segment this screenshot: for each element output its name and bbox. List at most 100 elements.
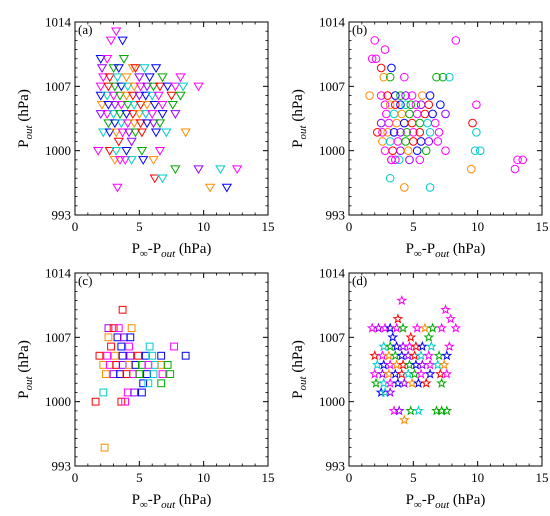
data-point [95,110,106,119]
data-point [131,361,140,369]
data-point [144,379,153,388]
x-axis-title: P∞-Pout (hPa) [132,241,212,260]
data-point [389,109,399,119]
y-tick-label: 993 [326,459,346,474]
data-point [104,333,113,342]
data-point [424,359,436,370]
data-point [425,340,437,352]
panel-1: 0 5 10 15 993 1000 1007 1014 P∞-Pout (hPa) Pout (… [16,15,275,261]
x-tick-label: 5 [410,219,417,234]
data-point [121,73,132,83]
y-tick-label: 1000 [45,394,71,409]
data-point [425,183,435,192]
data-point [145,342,154,351]
plot-frame [348,272,543,467]
data-point [466,164,476,174]
data-point [138,388,146,397]
data-point [158,370,167,378]
data-point [101,55,113,64]
data-point [434,127,444,137]
y-tick-label: 1007 [319,79,346,94]
data-point [416,100,426,110]
data-point [407,118,417,128]
data-point [129,119,140,129]
x-tick-label: 0 [72,470,79,485]
data-point [113,333,122,342]
data-point [409,137,418,146]
data-point [170,110,181,119]
data-point [154,82,166,92]
scatter-markers [92,27,243,193]
data-point [371,54,381,64]
data-point [380,100,390,110]
y-tick-label: 1014 [319,266,346,281]
data-point [154,146,166,156]
data-point [121,110,132,119]
data-point [105,36,117,46]
data-point [149,100,160,110]
data-point [193,82,204,92]
data-point [118,361,127,369]
data-point [163,361,172,369]
y-tick-label: 1007 [45,330,72,345]
data-point [141,100,153,110]
data-point [127,91,139,101]
data-point [135,100,146,110]
data-point [401,100,410,110]
x-tick-label: 5 [136,219,143,234]
data-point [109,119,121,129]
data-point [125,342,133,351]
panel-4: 0 5 10 15 993 1000 1007 1014 P∞-Pout (hPa) Pout (… [290,266,549,512]
data-point [412,146,422,155]
data-point [148,82,159,92]
data-point [385,137,395,146]
panel-3: 0 5 10 15 993 1000 1007 1014 P∞-Pout (hPa) Pout (… [16,266,275,512]
data-point [423,350,435,361]
y-axis-title: Pout (hPa) [290,340,309,399]
panel-label: (a) [78,22,92,37]
data-point [424,100,434,110]
data-point [177,82,189,92]
data-point [425,91,435,100]
data-point [139,64,150,74]
data-point [100,443,109,452]
panel-label: (b) [352,22,367,37]
data-point [116,82,127,92]
data-point [125,361,133,369]
data-point [418,91,427,100]
data-point [421,146,431,155]
data-point [441,109,450,119]
data-point [441,405,453,416]
data-point [170,165,181,175]
data-point [117,128,128,138]
y-tick-label: 993 [326,208,346,223]
data-point [114,156,126,165]
scatter-markers [366,294,462,425]
data-point [180,128,191,138]
data-point [109,156,121,165]
data-point [121,397,130,406]
data-point [391,91,400,100]
x-tick-label: 15 [262,219,275,234]
data-point [450,322,462,333]
data-point [117,342,126,351]
data-point [428,109,437,119]
data-point [127,110,139,119]
data-point [468,118,477,128]
data-point [95,82,106,92]
data-point [398,377,410,388]
x-tick-label: 0 [346,470,353,485]
data-point [384,386,396,398]
x-tick-label: 15 [262,470,275,485]
data-point [113,64,124,74]
x-tick-label: 0 [72,219,79,234]
data-point [140,91,151,101]
y-axis-title: Pout (hPa) [16,340,35,399]
data-point [441,146,450,155]
data-point [136,146,148,156]
data-point [510,164,520,174]
data-point [103,351,112,360]
x-tick-label: 5 [410,470,417,485]
data-point [123,128,135,138]
data-point [98,128,109,138]
